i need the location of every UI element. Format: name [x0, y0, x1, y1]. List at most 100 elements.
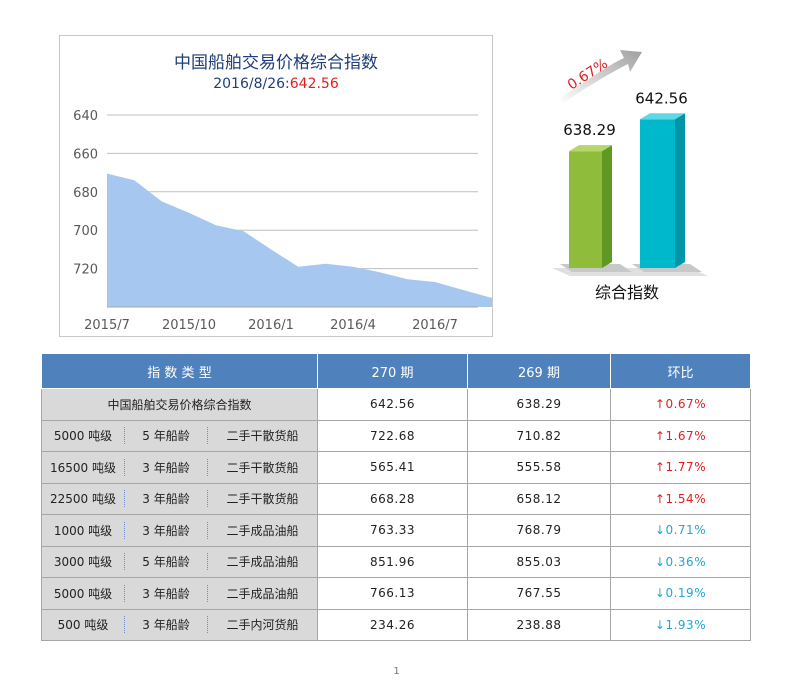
row-kind: 二手干散货船	[226, 492, 299, 507]
y-tick-label: 640	[73, 109, 98, 124]
bar-category-label: 综合指数	[595, 283, 659, 302]
row-v269: 767.55	[467, 577, 611, 610]
row-type: 5000 吨级 5 年船龄 二手干散货船	[41, 419, 318, 452]
bar-side	[675, 113, 685, 268]
table-row: 5000 吨级 5 年船龄 二手干散货船 722.68 710.82 ↑1.67%	[41, 419, 751, 452]
row-change: ↓1.93%	[610, 608, 751, 641]
change-value: 1.67%	[665, 428, 707, 443]
row-age: 3 年船龄	[125, 616, 208, 634]
row-kind: 二手成品油船	[226, 555, 299, 570]
row-tonnage: 3000 吨级	[42, 553, 125, 571]
index-table: 指 数 类 型 270 期 269 期 环比 中国船舶交易价格综合指数 642.…	[41, 353, 751, 641]
table-row: 500 吨级 3 年船龄 二手内河货船 234.26 238.88 ↓1.93%	[41, 608, 751, 641]
header-type: 指 数 类 型	[41, 353, 318, 389]
row-type: 16500 吨级 3 年船龄 二手干散货船	[41, 451, 318, 484]
table-row: 16500 吨级 3 年船龄 二手干散货船 565.41 555.58 ↑1.77%	[41, 451, 751, 484]
row-tonnage: 500 吨级	[42, 616, 125, 634]
index-area-chart: 中国船舶交易价格综合指数 2016/8/26:642.56 720 700 680 6…	[59, 35, 493, 337]
row-v270: 766.13	[317, 577, 468, 610]
row-change: ↓0.71%	[610, 514, 751, 547]
x-tick-label: 2016/7	[412, 318, 458, 333]
bar-top	[569, 145, 612, 152]
bar-front	[569, 151, 602, 268]
header-269: 269 期	[467, 353, 611, 389]
row-v270: 642.56	[317, 388, 468, 421]
bar-top	[640, 113, 685, 120]
row-v269: 710.82	[467, 419, 611, 452]
area-chart-plot: 720 700 680 660 640 2015/7 2015/10 2016/1 2016/4…	[73, 109, 492, 333]
row-change: ↓0.19%	[610, 577, 751, 610]
row-change: ↑1.67%	[610, 419, 751, 452]
down-arrow-icon: ↓	[654, 554, 666, 569]
change-value: 1.77%	[665, 460, 707, 475]
row-kind: 二手干散货船	[226, 460, 299, 475]
bar-value-label: 642.56	[635, 89, 688, 107]
row-type: 1000 吨级 3 年船龄 二手成品油船	[41, 514, 318, 547]
change-value: 1.54%	[665, 491, 707, 506]
area-chart-subtitle: 2016/8/26:642.56	[60, 76, 492, 92]
table-row-composite: 中国船舶交易价格综合指数 642.56 638.29 ↑0.67%	[41, 388, 751, 421]
x-tick-label: 2016/4	[330, 318, 376, 333]
row-change: ↑0.67%	[610, 388, 751, 421]
change-value: 0.36%	[665, 554, 707, 569]
y-tick-label: 700	[73, 224, 98, 239]
row-kind: 二手成品油船	[226, 586, 299, 601]
row-tonnage: 1000 吨级	[42, 521, 125, 539]
row-age: 3 年船龄	[125, 490, 208, 508]
row-v269: 638.29	[467, 388, 611, 421]
row-v269: 238.88	[467, 608, 611, 641]
change-value: 0.19%	[665, 586, 707, 601]
row-age: 3 年船龄	[125, 521, 208, 539]
row-type: 中国船舶交易价格综合指数	[41, 388, 318, 421]
row-v270: 668.28	[317, 482, 468, 515]
area-chart-title: 中国船舶交易价格综合指数	[174, 53, 378, 73]
row-age: 5 年船龄	[125, 427, 208, 445]
row-change: ↑1.77%	[610, 451, 751, 484]
row-kind: 二手内河货船	[226, 618, 299, 633]
row-change: ↑1.54%	[610, 482, 751, 515]
table-row: 5000 吨级 3 年船龄 二手成品油船 766.13 767.55 ↓0.19%	[41, 577, 751, 610]
down-arrow-icon: ↓	[654, 523, 666, 538]
y-tick-label: 660	[73, 147, 98, 162]
row-v269: 855.03	[467, 545, 611, 578]
header-change: 环比	[610, 353, 751, 389]
y-tick-label: 720	[73, 263, 98, 278]
bar-value-label: 638.29	[563, 121, 616, 139]
row-v270: 234.26	[317, 608, 468, 641]
table-row: 22500 吨级 3 年船龄 二手干散货船 668.28 658.12 ↑1.54%	[41, 482, 751, 515]
change-value: 0.67%	[665, 397, 707, 412]
change-value: 1.93%	[665, 617, 707, 632]
row-age: 3 年船龄	[125, 458, 208, 476]
row-tonnage: 16500 吨级	[42, 458, 125, 476]
subtitle-date: 2016/8/26:	[213, 76, 290, 92]
row-type: 22500 吨级 3 年船龄 二手干散货船	[41, 482, 318, 515]
row-v269: 658.12	[467, 482, 611, 515]
up-arrow-icon: ↑	[654, 397, 666, 412]
header-270: 270 期	[317, 353, 468, 389]
row-age: 3 年船龄	[125, 584, 208, 602]
x-tick-label: 2016/1	[248, 318, 294, 333]
bar-front	[640, 119, 675, 268]
area-series	[107, 173, 492, 307]
y-tick-label: 680	[73, 186, 98, 201]
up-arrow-icon: ↑	[654, 460, 666, 475]
table-row: 1000 吨级 3 年船龄 二手成品油船 763.33 768.79 ↓0.71%	[41, 514, 751, 547]
row-type: 500 吨级 3 年船龄 二手内河货船	[41, 608, 318, 641]
row-age: 5 年船龄	[125, 553, 208, 571]
page-number: 1	[393, 666, 400, 677]
row-v269: 555.58	[467, 451, 611, 484]
up-arrow-icon: ↑	[654, 428, 666, 443]
row-v270: 763.33	[317, 514, 468, 547]
x-tick-label: 2015/7	[84, 318, 130, 333]
row-kind: 二手干散货船	[226, 429, 299, 444]
row-tonnage: 5000 吨级	[42, 427, 125, 445]
row-v270: 851.96	[317, 545, 468, 578]
subtitle-value: 642.56	[289, 76, 339, 92]
row-v270: 565.41	[317, 451, 468, 484]
row-v270: 722.68	[317, 419, 468, 452]
x-tick-label: 2015/10	[162, 318, 216, 333]
row-tonnage: 5000 吨级	[42, 584, 125, 602]
table-row: 3000 吨级 5 年船龄 二手成品油船 851.96 855.03 ↓0.36%	[41, 545, 751, 578]
trend-arrow-icon	[560, 50, 642, 104]
